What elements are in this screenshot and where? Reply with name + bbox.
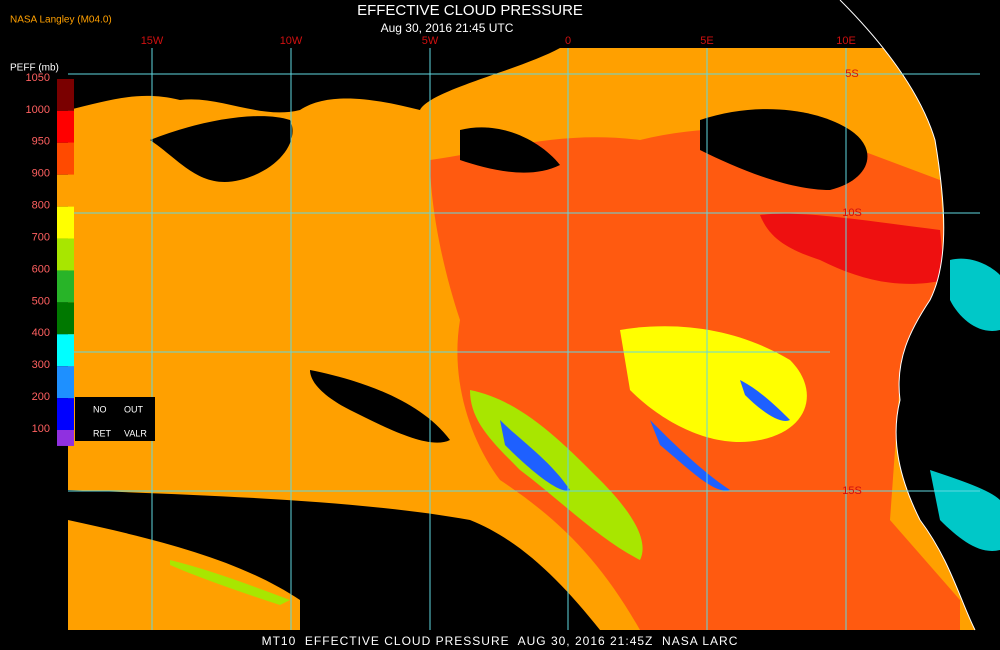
latitude-label: 15S (842, 485, 862, 497)
land (840, 0, 1000, 630)
legend-note: NO (93, 404, 107, 414)
clear-sky (150, 116, 293, 182)
legend-swatch (57, 206, 74, 239)
legend-swatch (57, 302, 74, 335)
coastline (839, 0, 976, 631)
legend-title: PEFF (mb) (10, 63, 59, 74)
legend-swatch (57, 238, 74, 271)
longitude-label: 10E (836, 35, 856, 47)
longitude-label: 15W (141, 35, 164, 47)
cloud-orange (560, 48, 850, 95)
legend-label: 500 (32, 295, 50, 307)
longitude-label: 10W (280, 35, 303, 47)
graticule (68, 48, 980, 630)
latitude-label: 5S (845, 68, 858, 80)
legend-swatch (57, 334, 74, 367)
clear-sky (700, 109, 868, 190)
legend-label: 700 (32, 231, 50, 243)
legend-label: 200 (32, 391, 50, 403)
legend-swatch (57, 79, 74, 111)
legend: 1050 1000 950 900 800 700 600 500 400 300 200 100 (26, 72, 74, 446)
legend-label: 400 (32, 327, 50, 339)
legend-swatch (57, 430, 74, 446)
legend-note: VALR (124, 428, 147, 438)
legend-label: 100 (32, 423, 50, 435)
longitude-labels: 15W 10W 5W 0 5E 10E (141, 35, 856, 47)
subtitle: Aug 30, 2016 21:45 UTC (381, 21, 514, 35)
legend-swatch (57, 142, 74, 175)
latitude-label: 10S (842, 207, 862, 219)
clear-sky (460, 127, 560, 173)
cloud-yellowgreen (170, 560, 290, 605)
legend-label: 600 (32, 263, 50, 275)
legend-label: 800 (32, 200, 50, 212)
longitude-label: 5W (422, 35, 439, 47)
clear-sky (68, 48, 560, 113)
longitude-label: 5E (700, 35, 713, 47)
legend-swatch (57, 270, 74, 303)
legend-note-box (75, 397, 155, 441)
source: NASA Langley (M04.0) (10, 15, 112, 26)
title: EFFECTIVE CLOUD PRESSURE (357, 2, 583, 19)
cloud-cyan (930, 258, 1000, 551)
legend-label: 1050 (26, 72, 50, 84)
latitude-labels: 5S 10S 15S (842, 68, 862, 497)
cloud-map (68, 0, 1000, 631)
clear-sky (310, 370, 450, 443)
legend-note: RET (93, 428, 112, 438)
longitude-label: 0 (565, 35, 571, 47)
legend-label: 950 (32, 136, 50, 148)
legend-swatch (57, 366, 74, 399)
legend-label: 1000 (26, 104, 50, 116)
cloud-orange (68, 520, 300, 630)
cloud-red (760, 213, 945, 284)
legend-label: 300 (32, 359, 50, 371)
legend-swatch (57, 174, 74, 207)
legend-label: 900 (32, 168, 50, 180)
cloud-yellow (620, 326, 807, 442)
footer: MT10 EFFECTIVE CLOUD PRESSURE AUG 30, 20… (262, 634, 739, 648)
legend-swatch (57, 398, 74, 430)
legend-note: OUT (124, 404, 144, 414)
legend-swatch (57, 110, 74, 143)
